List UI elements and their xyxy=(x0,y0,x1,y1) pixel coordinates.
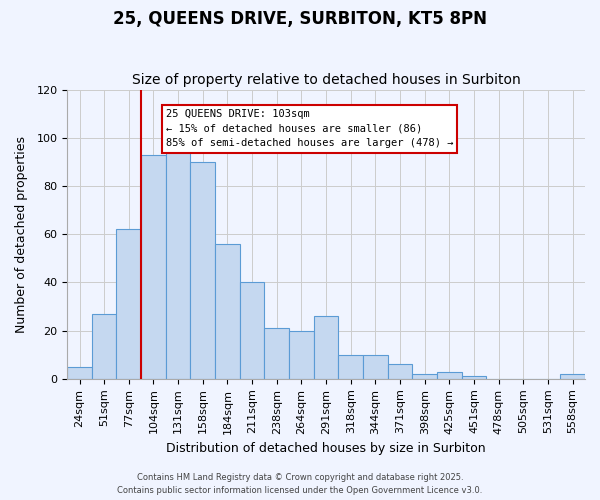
Bar xyxy=(166,148,190,379)
Bar xyxy=(116,230,141,379)
Bar xyxy=(560,374,585,379)
Bar xyxy=(314,316,338,379)
X-axis label: Distribution of detached houses by size in Surbiton: Distribution of detached houses by size … xyxy=(166,442,486,455)
Bar xyxy=(240,282,265,379)
Bar xyxy=(265,328,289,379)
Bar xyxy=(437,372,462,379)
Title: Size of property relative to detached houses in Surbiton: Size of property relative to detached ho… xyxy=(132,73,520,87)
Bar xyxy=(462,376,487,379)
Text: 25 QUEENS DRIVE: 103sqm
← 15% of detached houses are smaller (86)
85% of semi-de: 25 QUEENS DRIVE: 103sqm ← 15% of detache… xyxy=(166,109,454,148)
Bar xyxy=(388,364,412,379)
Bar xyxy=(92,314,116,379)
Bar xyxy=(289,330,314,379)
Text: Contains HM Land Registry data © Crown copyright and database right 2025.
Contai: Contains HM Land Registry data © Crown c… xyxy=(118,474,482,495)
Bar xyxy=(215,244,240,379)
Bar xyxy=(190,162,215,379)
Bar xyxy=(141,154,166,379)
Y-axis label: Number of detached properties: Number of detached properties xyxy=(15,136,28,332)
Bar xyxy=(67,367,92,379)
Text: 25, QUEENS DRIVE, SURBITON, KT5 8PN: 25, QUEENS DRIVE, SURBITON, KT5 8PN xyxy=(113,10,487,28)
Bar xyxy=(412,374,437,379)
Bar xyxy=(338,354,363,379)
Bar xyxy=(363,354,388,379)
